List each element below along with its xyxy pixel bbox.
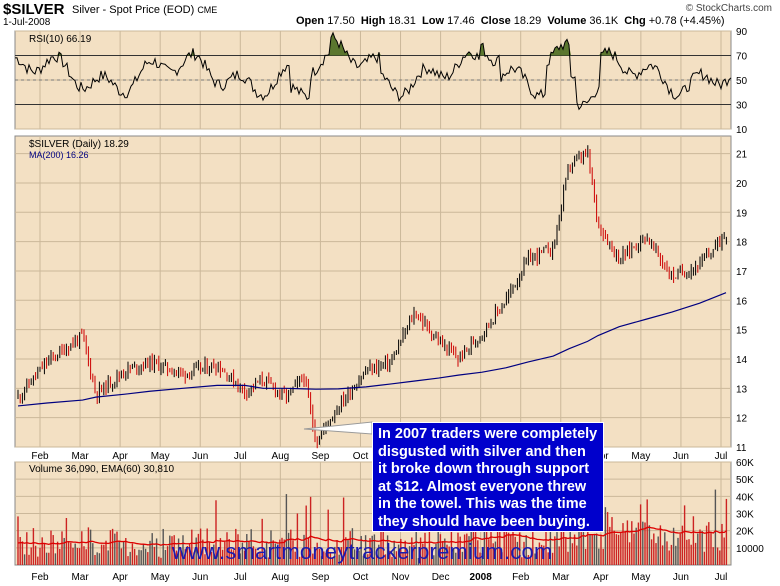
price-label: $SILVER (Daily) 18.29 bbox=[29, 139, 129, 150]
price-tick-label: 18 bbox=[736, 238, 748, 249]
annotation-box: In 2007 traders were completely disguste… bbox=[372, 422, 604, 532]
volume-month-label: Feb bbox=[31, 572, 49, 583]
volume-ema-line bbox=[17, 526, 727, 546]
volume-month-label: Oct bbox=[353, 572, 369, 583]
price-tick-label: 21 bbox=[736, 150, 748, 161]
price-tick-label: 19 bbox=[736, 208, 748, 219]
volume-tick-label: 10000 bbox=[736, 544, 764, 555]
watermark-url: www.smartmoneytrackerpremium.com bbox=[172, 539, 553, 564]
price-month-label: Jul bbox=[715, 451, 728, 462]
price-panel bbox=[14, 135, 732, 448]
price-tick-label: 16 bbox=[736, 296, 748, 307]
price-tick-label: 11 bbox=[736, 443, 747, 454]
volume-month-label: May bbox=[151, 572, 170, 583]
volume-month-label: Dec bbox=[432, 572, 450, 583]
ma-label: MA(200) 16.26 bbox=[29, 150, 89, 160]
price-month-label: May bbox=[631, 451, 650, 462]
price-tick-label: 20 bbox=[736, 179, 748, 190]
price-month-label: Oct bbox=[353, 451, 369, 462]
volume-tick-label: 60K bbox=[736, 458, 754, 469]
price-tick-label: 14 bbox=[736, 355, 748, 366]
volume-month-label: Aug bbox=[271, 572, 289, 583]
ohlc-summary: Open 17.50 High 18.31 Low 17.46 Close 18… bbox=[296, 15, 725, 27]
volume-month-label: Jun bbox=[673, 572, 689, 583]
volume-month-label: Jul bbox=[715, 572, 728, 583]
volume-tick-label: 30K bbox=[736, 510, 754, 521]
description: Silver - Spot Price (EOD) CME bbox=[72, 4, 218, 16]
chart-header: $SILVER Silver - Spot Price (EOD) CME 1-… bbox=[0, 0, 780, 30]
price-month-label: Sep bbox=[312, 451, 330, 462]
price-month-label: Apr bbox=[112, 451, 128, 462]
volume-tick-label: 50K bbox=[736, 475, 754, 486]
volume-tick-label: 20K bbox=[736, 527, 754, 538]
price-month-label: Feb bbox=[31, 451, 49, 462]
rsi-line bbox=[14, 31, 732, 111]
volume-month-label: Jun bbox=[192, 572, 208, 583]
volume-month-label: Sep bbox=[312, 572, 330, 583]
volume-month-label: May bbox=[631, 572, 650, 583]
volume-month-label: Apr bbox=[593, 572, 609, 583]
rsi-tick-label: 30 bbox=[736, 101, 748, 112]
price-tick-label: 15 bbox=[736, 326, 748, 337]
price-month-label: Aug bbox=[271, 451, 289, 462]
price-tick-label: 12 bbox=[736, 414, 748, 425]
price-month-label: Jun bbox=[673, 451, 689, 462]
rsi-tick-label: 70 bbox=[736, 52, 748, 63]
volume-month-label: Apr bbox=[112, 572, 128, 583]
price-month-label: Mar bbox=[71, 451, 89, 462]
symbol: $SILVER bbox=[3, 1, 65, 18]
volume-month-label: Nov bbox=[392, 572, 410, 583]
volume-label: Volume 36,090, EMA(60) 30,810 bbox=[29, 464, 175, 475]
volume-tick-label: 40K bbox=[736, 492, 754, 503]
date: 1-Jul-2008 bbox=[3, 17, 51, 28]
rsi-tick-label: 10 bbox=[736, 125, 748, 136]
price-month-label: Jun bbox=[192, 451, 208, 462]
rsi-tick-label: 90 bbox=[736, 27, 748, 38]
price-month-label: May bbox=[151, 451, 170, 462]
volume-month-label: Mar bbox=[71, 572, 89, 583]
price-tick-label: 17 bbox=[736, 267, 748, 278]
ma200-line bbox=[17, 292, 727, 407]
volume-month-label: Mar bbox=[552, 572, 570, 583]
volume-month-label: Feb bbox=[512, 572, 530, 583]
price-tick-label: 13 bbox=[736, 384, 748, 395]
price-month-label: Jul bbox=[234, 451, 247, 462]
rsi-tick-label: 50 bbox=[736, 76, 748, 87]
volume-month-label: 2008 bbox=[470, 572, 493, 583]
volume-month-label: Jul bbox=[234, 572, 247, 583]
brand: © StockCharts.com bbox=[685, 3, 772, 14]
rsi-label: RSI(10) 66.19 bbox=[29, 34, 92, 45]
